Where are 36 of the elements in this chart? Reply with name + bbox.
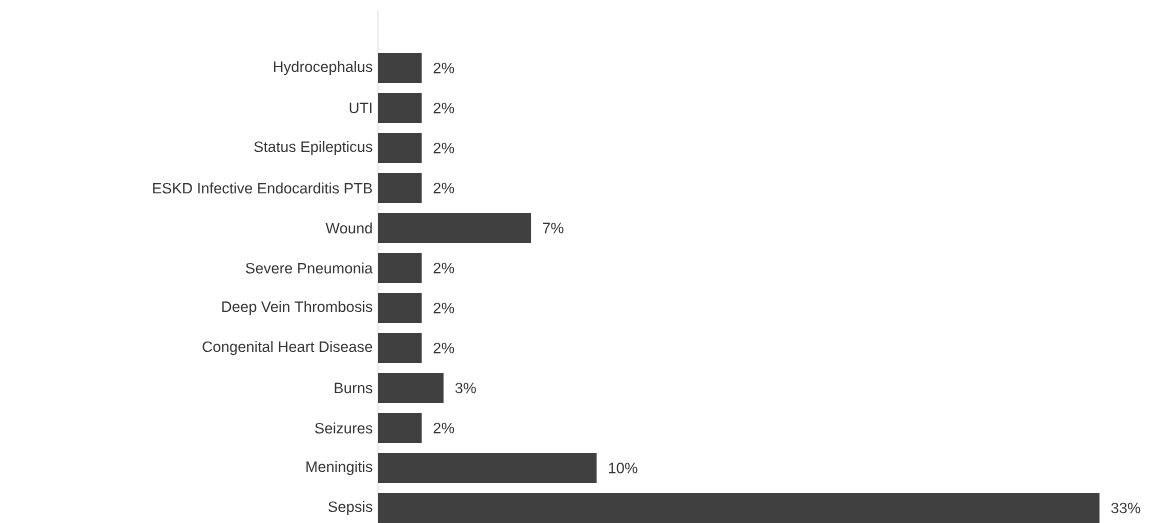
data-label: 2% bbox=[433, 422, 455, 434]
bar bbox=[378, 213, 532, 243]
bar bbox=[378, 133, 422, 163]
data-label: 2% bbox=[433, 302, 455, 314]
y-tick-label: UTI bbox=[349, 102, 372, 114]
bar bbox=[378, 373, 444, 404]
y-tick-label: Hydrocephalus bbox=[273, 61, 373, 75]
y-tick-label: Meningitis bbox=[306, 461, 373, 475]
data-label: 2% bbox=[433, 182, 455, 194]
data-label: 2% bbox=[433, 102, 455, 114]
y-tick-label: Congenital Heart Disease bbox=[202, 341, 373, 355]
y-tick-label: Wound bbox=[325, 222, 372, 234]
bar bbox=[378, 413, 422, 444]
y-tick-label: Severe Pneumonia bbox=[245, 262, 373, 274]
bar bbox=[378, 333, 422, 364]
data-label: 2% bbox=[433, 62, 455, 74]
data-label: 2% bbox=[433, 342, 455, 354]
bar bbox=[378, 53, 422, 83]
bar bbox=[378, 453, 597, 483]
bar bbox=[378, 253, 422, 283]
y-tick-label: Deep Vein Thrombosis bbox=[222, 301, 373, 315]
data-label: 33% bbox=[1111, 502, 1141, 514]
data-label: 2% bbox=[433, 262, 455, 274]
bar bbox=[378, 93, 422, 124]
y-tick-label: Sepsis bbox=[328, 501, 373, 515]
bar bbox=[378, 293, 422, 324]
bar bbox=[378, 173, 422, 203]
y-tick-label: Status Epilepticus bbox=[254, 141, 373, 155]
bar bbox=[378, 493, 1100, 523]
y-tick-label: Burns bbox=[334, 382, 373, 394]
data-label: 2% bbox=[433, 142, 455, 154]
data-label: 7% bbox=[543, 222, 564, 234]
y-tick-label: ESKD Infective Endocarditis PTB bbox=[153, 182, 372, 194]
data-label: 10% bbox=[608, 462, 638, 474]
data-label: 3% bbox=[455, 382, 476, 394]
y-tick-label: Seizures bbox=[315, 422, 373, 434]
